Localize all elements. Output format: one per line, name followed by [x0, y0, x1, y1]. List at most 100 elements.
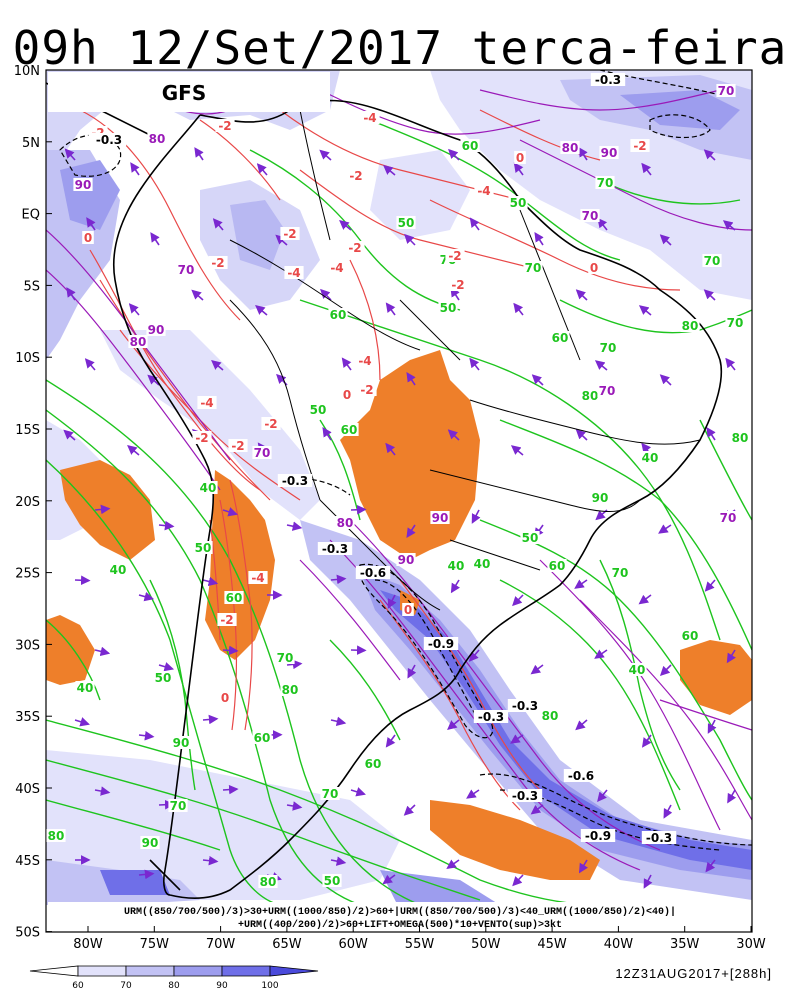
contour-label: -0.9	[428, 637, 454, 651]
contour-label: -4	[200, 396, 213, 410]
contour-label: 80	[582, 389, 599, 403]
contour-label: -0.3	[478, 710, 504, 724]
contour-label-bg	[252, 731, 272, 744]
contour-label-bg	[355, 566, 391, 579]
contour-label: 80	[562, 141, 579, 155]
contour-label: -0.3	[646, 831, 672, 845]
lat-label: EQ	[22, 208, 40, 223]
contour-label: 0	[590, 261, 598, 275]
contour-label-bg	[345, 241, 365, 254]
contour-label: -0.3	[512, 789, 538, 803]
contour-label-bg	[147, 132, 167, 145]
wind-vector	[222, 784, 239, 795]
contour-label-bg	[192, 431, 212, 444]
contour-label: 60	[226, 591, 243, 605]
lat-label: 10N	[14, 64, 40, 79]
contour-label: -2	[633, 139, 646, 153]
contour-label: 60	[552, 331, 569, 345]
wind-vector	[319, 149, 332, 161]
wind-vector	[704, 579, 716, 592]
contour-label-bg	[396, 216, 416, 229]
wind-vector	[406, 524, 416, 539]
contour-label: -2	[448, 249, 461, 263]
wind-vector	[385, 442, 396, 456]
contour-label-bg	[73, 178, 93, 191]
contour-label-bg	[423, 637, 459, 650]
contour-label-bg	[228, 439, 248, 452]
contour-label: 60	[365, 757, 382, 771]
formula-line-2: +URM((400/200)/2)>60+LIFT+OMEGA(500)*10+…	[238, 919, 562, 931]
wind-vector	[530, 804, 544, 815]
contour-label: -2	[283, 227, 296, 241]
wind-vector	[703, 149, 716, 161]
contour-label-bg	[514, 151, 526, 164]
wind-vector	[350, 787, 366, 797]
contour-label: 60	[254, 731, 271, 745]
contour-label-bg	[730, 431, 750, 444]
contour-label-bg	[520, 531, 540, 544]
contour-label: 0	[404, 603, 412, 617]
contour-label-bg	[438, 301, 458, 314]
contour-label-bg	[280, 227, 300, 240]
contour-label: 40	[642, 451, 659, 465]
wind-vector	[383, 164, 396, 176]
country-borders	[229, 109, 701, 611]
contour-label: 60	[330, 308, 347, 322]
contour-label-bg	[140, 836, 160, 849]
wind-vector	[94, 504, 111, 515]
contour-label-bg	[474, 184, 494, 197]
wind-vector	[578, 859, 589, 874]
wind-vector	[138, 869, 155, 880]
model-label-box	[48, 72, 330, 112]
wind-vector	[659, 374, 672, 386]
contour-label-bg	[610, 566, 630, 579]
wind-vector	[722, 220, 736, 231]
contour-label: 60	[549, 559, 566, 573]
contour-label-bg	[680, 319, 700, 332]
wind-vector	[138, 730, 155, 741]
wind-vector	[275, 234, 288, 246]
colorbar-segment	[77, 965, 127, 977]
lon-label: 75W	[140, 937, 170, 952]
lon-label: 60W	[338, 937, 368, 952]
contour-label-bg	[91, 133, 127, 146]
contour-label: 80	[149, 132, 166, 146]
wind-vector	[255, 304, 268, 316]
contour-label-bg	[588, 261, 600, 274]
lat-label: 20S	[15, 495, 40, 510]
contour-label-bg	[360, 111, 380, 124]
wind-vector	[659, 664, 672, 677]
wind-vector	[594, 649, 608, 659]
lat-label: 35S	[15, 710, 40, 725]
wind-vector	[222, 645, 239, 656]
negative-omega-contours	[59, 70, 752, 851]
wind-vector	[130, 162, 140, 176]
contour-label-bg	[595, 176, 615, 189]
wind-vector	[510, 734, 524, 744]
wind-vector	[320, 288, 332, 301]
wind-vector	[387, 594, 397, 609]
contour-label: 50	[510, 196, 527, 210]
contour-label: 70	[720, 511, 737, 525]
wind-vector	[448, 148, 460, 161]
contour-label-bg	[322, 874, 342, 887]
contour-label-bg	[277, 474, 313, 487]
contour-label-bg	[146, 323, 166, 336]
contour-label-bg	[523, 261, 543, 274]
wind-vector	[286, 521, 303, 531]
wind-vector	[256, 163, 268, 176]
wind-vector	[385, 302, 396, 316]
wind-vector	[597, 789, 608, 803]
wind-vector	[594, 360, 608, 371]
colorbar-label: 90	[216, 981, 228, 991]
contour-label: -0.3	[96, 133, 122, 147]
contour-label: 80	[48, 829, 65, 843]
contour-label-bg	[252, 446, 272, 459]
wind-vector	[658, 524, 672, 534]
wind-vector	[128, 303, 140, 316]
contour-label: -2	[349, 169, 362, 183]
wind-vector	[575, 719, 588, 731]
contour-label-bg	[327, 261, 347, 274]
contour-label: -0.3	[282, 474, 308, 488]
contour-label-bg	[590, 73, 626, 86]
